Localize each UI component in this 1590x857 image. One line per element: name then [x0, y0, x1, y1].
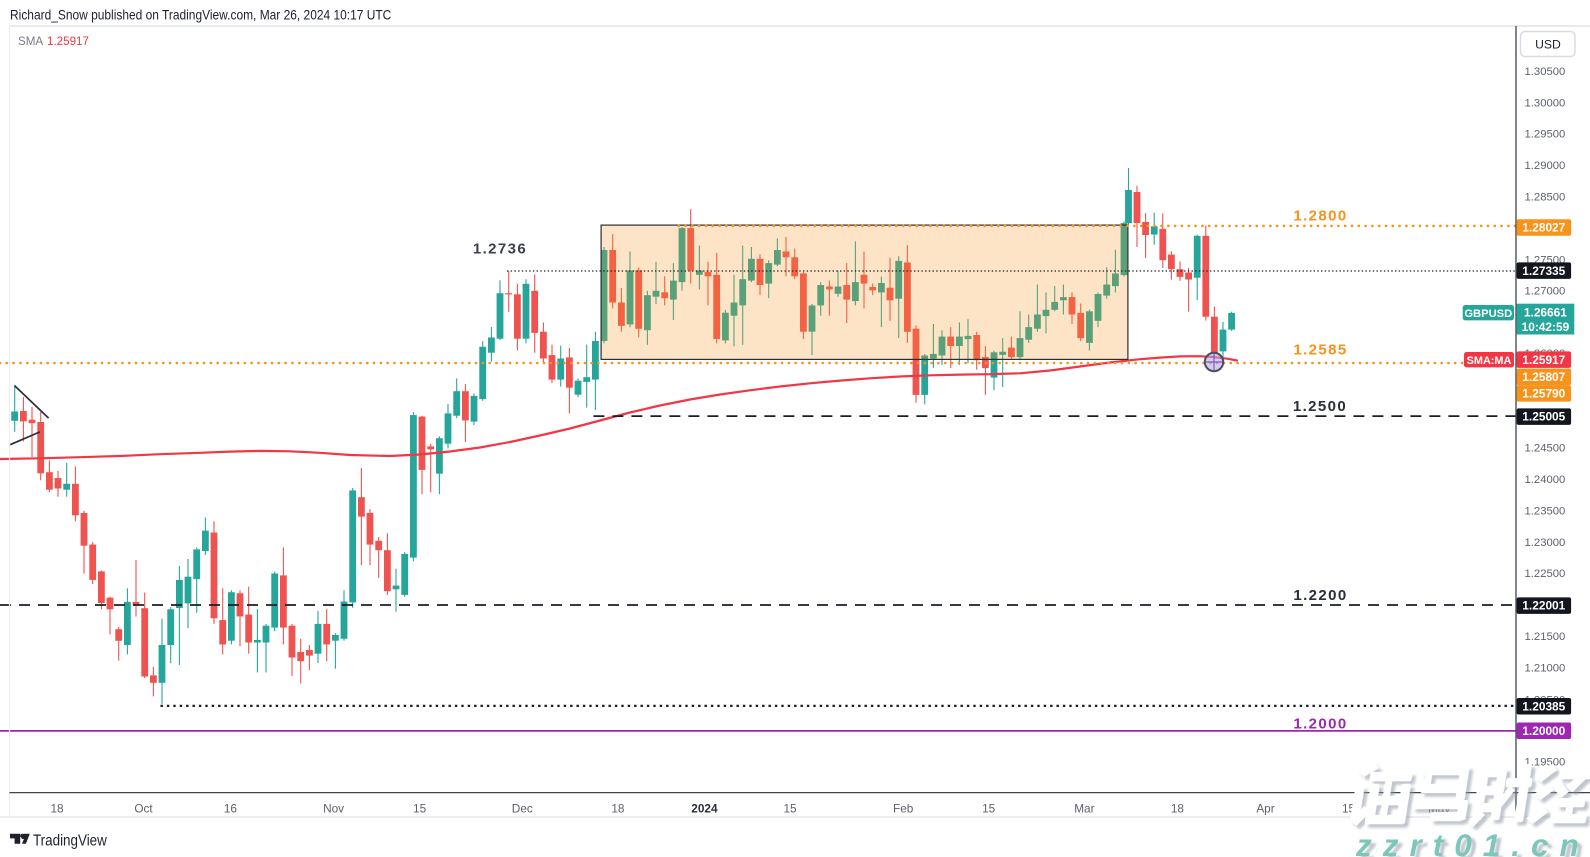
- svg-text:1.2000: 1.2000: [1293, 715, 1347, 732]
- svg-text:1.22500: 1.22500: [1525, 568, 1566, 580]
- svg-text:1.25917: 1.25917: [1522, 353, 1565, 367]
- svg-text:1.21000: 1.21000: [1525, 663, 1566, 675]
- svg-text:1.28027: 1.28027: [1522, 221, 1565, 235]
- svg-text:1.27335: 1.27335: [1522, 264, 1565, 278]
- svg-text:1.30000: 1.30000: [1525, 97, 1566, 109]
- svg-text:Oct: Oct: [134, 802, 153, 816]
- svg-text:1.19500: 1.19500: [1525, 757, 1566, 769]
- svg-text:zzrt01.cn: zzrt01.cn: [1355, 827, 1590, 857]
- svg-text:SMA:MA: SMA:MA: [1467, 355, 1512, 367]
- svg-text:1.2585: 1.2585: [1293, 342, 1347, 359]
- svg-text:1.30500: 1.30500: [1525, 66, 1566, 78]
- svg-text:1.22001: 1.22001: [1522, 599, 1565, 613]
- svg-text:18: 18: [50, 802, 64, 816]
- svg-text:Apr: Apr: [1256, 802, 1274, 816]
- svg-text:1.29000: 1.29000: [1525, 160, 1566, 172]
- svg-text:1.20000: 1.20000: [1522, 724, 1565, 738]
- svg-text:Feb: Feb: [893, 802, 914, 816]
- svg-text:GBPUSD: GBPUSD: [1464, 308, 1512, 320]
- svg-text:1.2736: 1.2736: [473, 241, 527, 258]
- svg-text:Dec: Dec: [512, 802, 533, 816]
- svg-text:1.24000: 1.24000: [1525, 474, 1566, 486]
- svg-text:1.29500: 1.29500: [1525, 129, 1566, 141]
- svg-text:Mar: Mar: [1074, 802, 1094, 816]
- svg-text:1.24500: 1.24500: [1525, 443, 1566, 455]
- svg-text:1.25005: 1.25005: [1522, 410, 1565, 424]
- svg-text:SMA: SMA: [18, 35, 43, 48]
- svg-text:18: 18: [1171, 802, 1185, 816]
- svg-text:1.2500: 1.2500: [1293, 398, 1347, 415]
- svg-text:1.20385: 1.20385: [1522, 699, 1565, 713]
- svg-text:1.25917: 1.25917: [47, 35, 89, 48]
- svg-text:1.28500: 1.28500: [1525, 192, 1566, 204]
- svg-text:1.2200: 1.2200: [1293, 587, 1347, 604]
- svg-text:1.26661: 1.26661: [1524, 305, 1567, 319]
- svg-text:Nov: Nov: [323, 802, 344, 816]
- svg-text:16: 16: [224, 802, 238, 816]
- svg-text:15: 15: [413, 802, 427, 816]
- svg-text:1.2800: 1.2800: [1293, 208, 1347, 225]
- svg-text:1.25807: 1.25807: [1522, 370, 1565, 384]
- svg-text:Richard_Snow published on Trad: Richard_Snow published on TradingView.co…: [10, 7, 391, 23]
- svg-text:2024: 2024: [691, 802, 718, 816]
- svg-text:1.27000: 1.27000: [1525, 285, 1566, 297]
- svg-text:15: 15: [783, 802, 797, 816]
- svg-text:10:42:59: 10:42:59: [1522, 320, 1570, 334]
- svg-text:1.23000: 1.23000: [1525, 537, 1566, 549]
- svg-text:1.25790: 1.25790: [1522, 386, 1565, 400]
- svg-text:1.21500: 1.21500: [1525, 631, 1566, 643]
- svg-text:15: 15: [982, 802, 996, 816]
- svg-text:TradingView: TradingView: [33, 833, 107, 850]
- svg-text:18: 18: [611, 802, 625, 816]
- svg-text:1.23500: 1.23500: [1525, 505, 1566, 517]
- svg-text:USD: USD: [1535, 38, 1561, 52]
